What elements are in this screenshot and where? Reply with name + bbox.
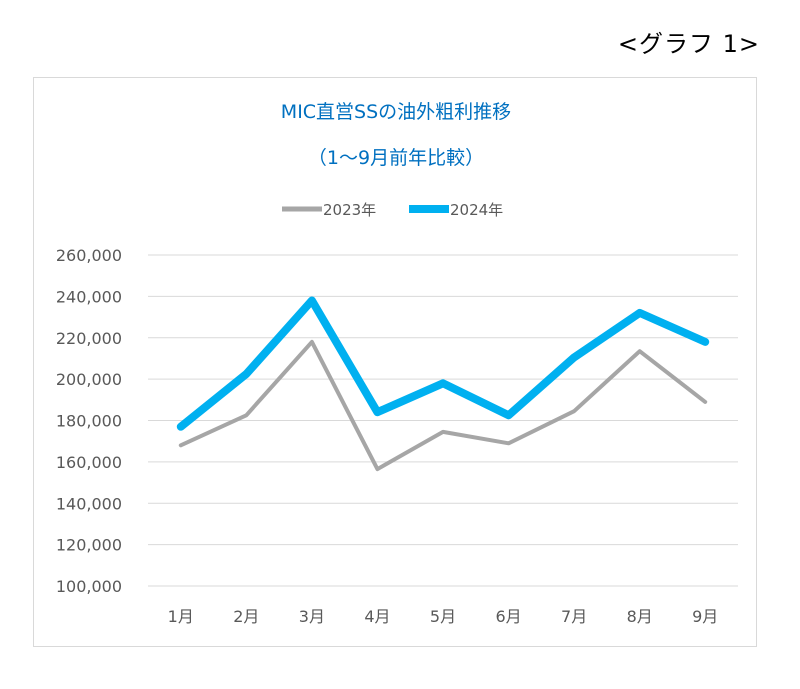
x-tick-label: 5月 <box>430 607 456 626</box>
line-chart: MIC直営SSの油外粗利推移 （1～9月前年比較） 2023年 2024年 10… <box>56 101 738 626</box>
chart-title: MIC直営SSの油外粗利推移 <box>281 101 511 123</box>
legend-label-2023: 2023年 <box>323 201 376 219</box>
x-tick-label: 2月 <box>233 607 259 626</box>
y-tick-label: 180,000 <box>56 412 122 431</box>
chart-area: MIC直営SSの油外粗利推移 （1～9月前年比較） 2023年 2024年 10… <box>33 77 757 647</box>
chart-subtitle: （1～9月前年比較） <box>308 147 484 169</box>
x-tick-label: 3月 <box>299 607 325 626</box>
y-tick-label: 260,000 <box>56 246 122 265</box>
graph-number-label: <グラフ 1> <box>617 30 760 58</box>
x-axis-labels: 1月 2月 3月 4月 5月 6月 7月 8月 9月 <box>168 607 719 626</box>
y-tick-label: 200,000 <box>56 370 122 389</box>
x-tick-label: 8月 <box>627 607 653 626</box>
y-tick-label: 220,000 <box>56 329 122 348</box>
y-tick-label: 140,000 <box>56 494 122 513</box>
x-tick-label: 1月 <box>168 607 194 626</box>
series-line-2023年 <box>178 339 708 472</box>
y-tick-label: 160,000 <box>56 453 122 472</box>
legend: 2023年 2024年 <box>282 201 503 219</box>
y-tick-label: 120,000 <box>56 536 122 555</box>
x-tick-label: 4月 <box>364 607 390 626</box>
y-tick-label: 100,000 <box>56 577 122 596</box>
y-axis-labels: 100,000 120,000 140,000 160,000 180,000 200,0… <box>56 246 122 596</box>
x-tick-label: 7月 <box>561 607 587 626</box>
gridlines <box>148 254 738 587</box>
x-tick-label: 6月 <box>495 607 521 626</box>
x-tick-label: 9月 <box>692 607 718 626</box>
legend-label-2024: 2024年 <box>450 201 503 219</box>
series-line-2024年 <box>176 296 710 431</box>
series-lines <box>176 296 710 472</box>
y-tick-label: 240,000 <box>56 287 122 306</box>
